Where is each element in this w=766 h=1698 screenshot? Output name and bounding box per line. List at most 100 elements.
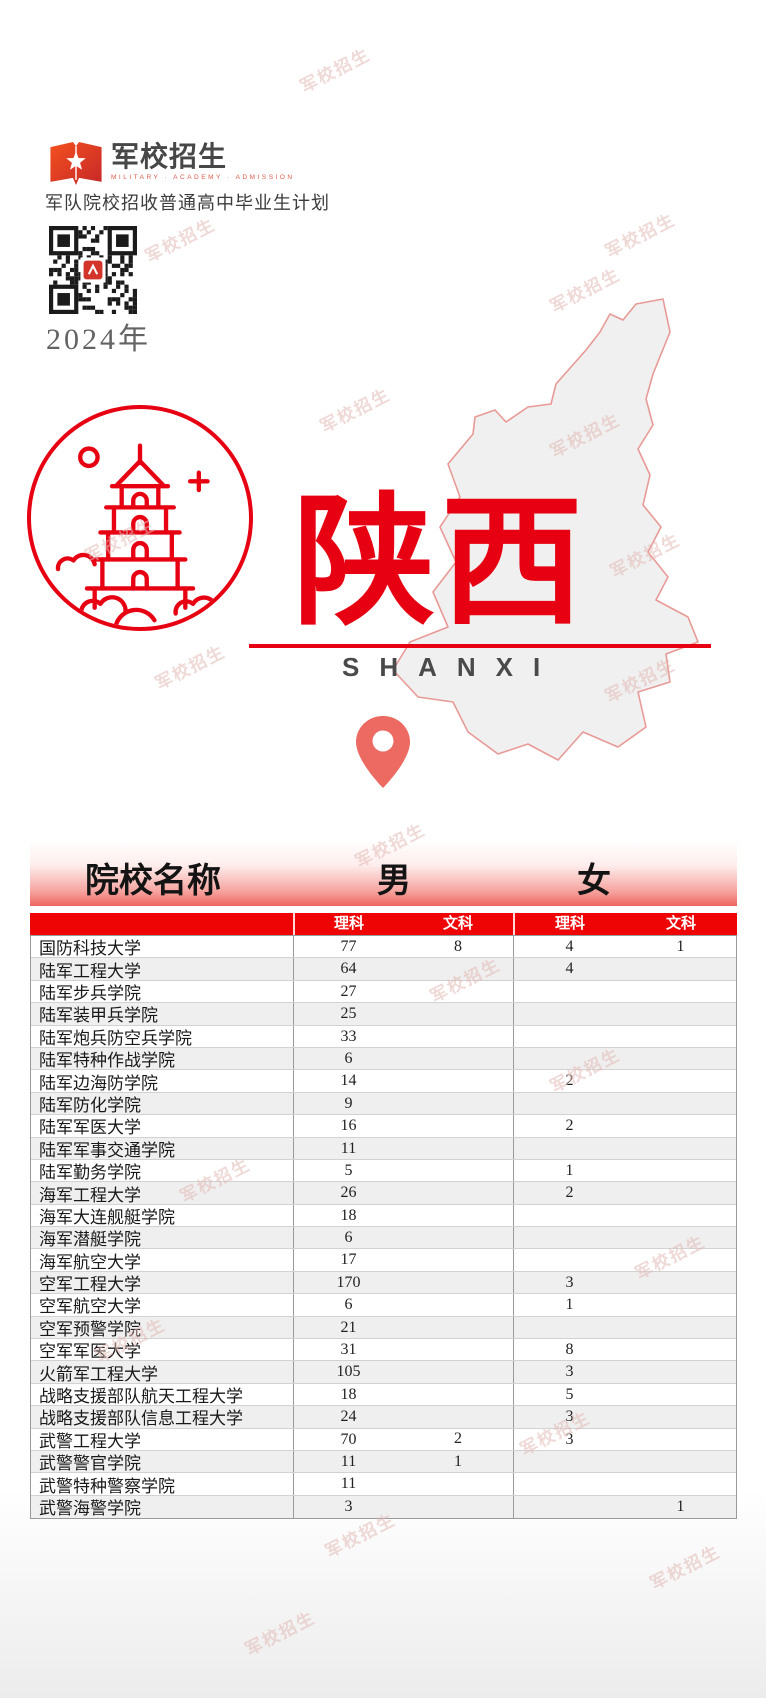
school-name-cell: 海军潜艇学院 [39,1230,141,1250]
female-science-cell [513,1473,625,1495]
col-school-header: 院校名称 [85,862,221,900]
table-row: 陆军军医大学 16 2 [31,1115,736,1138]
pagoda-icon [55,443,232,627]
table-row: 陆军装甲兵学院 25 [31,1003,736,1026]
female-arts-cell: 1 [676,1497,685,1515]
female-science-cell: 5 [513,1383,625,1406]
female-science-cell [513,1249,625,1271]
school-name-cell: 空军预警学院 [39,1319,141,1339]
school-name-cell: 战略支援部队信息工程大学 [39,1409,243,1429]
table-row: 陆军勤务学院 5 1 [31,1159,736,1183]
school-name-cell: 武警工程大学 [39,1431,141,1451]
subcol-female-science: 理科 [513,913,625,935]
female-science-cell [513,980,625,1003]
location-pin-icon [356,716,410,788]
female-science-cell: 2 [513,1115,625,1137]
male-science-cell: 14 [293,1070,403,1092]
school-name-cell: 战略支援部队航天工程大学 [39,1387,243,1407]
divider-line [249,644,711,648]
table-row: 空军预警学院 21 [31,1316,736,1340]
school-name-cell: 武警警官学院 [39,1454,141,1474]
province-latin: SHANXI [342,652,561,682]
female-science-cell [513,1450,625,1473]
male-science-cell: 25 [293,1003,403,1025]
school-name-cell: 陆军勤务学院 [39,1163,141,1183]
female-science-cell [513,1047,625,1070]
table-row: 武警工程大学 70 2 3 [31,1428,736,1451]
male-science-cell: 11 [293,1450,403,1473]
school-name-cell: 海军工程大学 [39,1185,141,1205]
table-row: 火箭军工程大学 105 3 [31,1361,736,1384]
col-female-header: 女 [577,862,611,900]
table-row: 战略支援部队航天工程大学 18 5 [31,1383,736,1407]
school-name-cell: 陆军工程大学 [39,961,141,981]
pagoda-badge [27,405,253,631]
male-science-cell: 21 [293,1316,403,1339]
male-science-cell: 6 [293,1294,403,1316]
brand-title: 军校招生 [111,141,228,172]
female-science-cell: 4 [513,936,625,958]
school-name-cell: 国防科技大学 [39,939,141,959]
subcol-female-arts: 文科 [665,916,696,932]
school-name-cell: 武警特种警察学院 [39,1476,175,1496]
female-science-cell [513,1316,625,1339]
male-science-cell: 18 [293,1383,403,1406]
male-science-cell: 6 [293,1227,403,1249]
female-science-cell [513,1227,625,1249]
table-row: 陆军步兵学院 27 [31,980,736,1004]
province-title: 陕西 [293,484,589,642]
brand-text: 军校招生 MILITARY · ACADEMY · ADMISSION [111,141,295,181]
flag-star-logo-icon [50,142,102,185]
table-row: 海军工程大学 26 2 [31,1182,736,1205]
cloud-icon [55,552,97,572]
school-name-cell: 空军航空大学 [39,1297,141,1317]
school-name-cell: 陆军装甲兵学院 [39,1006,158,1026]
table-row: 陆军特种作战学院 6 [31,1047,736,1071]
school-name-cell: 陆军军医大学 [39,1118,141,1138]
male-science-cell: 5 [293,1159,403,1182]
brand-header: 军校招生 MILITARY · ACADEMY · ADMISSION [48,141,295,186]
school-name-cell: 火箭军工程大学 [39,1364,158,1384]
female-science-cell: 3 [513,1428,625,1450]
female-science-cell [513,1003,625,1025]
table-row: 国防科技大学 77 8 4 1 [31,936,736,959]
subcol-male-science: 理科 [293,913,403,935]
female-science-cell [513,1137,625,1159]
cloud-icon [78,595,128,614]
male-science-cell: 17 [293,1249,403,1271]
school-name-cell: 空军工程大学 [39,1275,141,1295]
male-science-cell: 170 [293,1271,403,1294]
male-arts-cell: 1 [454,1452,462,1470]
school-name-cell: 陆军炮兵防空兵学院 [39,1028,192,1048]
male-science-cell: 11 [293,1137,403,1159]
male-science-cell: 70 [293,1428,403,1450]
male-science-cell: 16 [293,1115,403,1137]
female-science-cell: 2 [513,1182,625,1204]
table-row: 海军航空大学 17 [31,1249,736,1272]
male-science-cell: 3 [293,1495,403,1519]
male-science-cell: 64 [293,958,403,980]
table-row: 空军工程大学 170 3 [31,1271,736,1295]
bottom-fade [0,1488,766,1698]
table-row: 海军大连舰艇学院 18 [31,1204,736,1228]
school-name-cell: 武警海警学院 [39,1499,141,1519]
female-science-cell [513,1204,625,1227]
male-science-cell: 9 [293,1092,403,1115]
qr-code [49,226,137,314]
male-science-cell: 27 [293,980,403,1003]
subcol-male-arts: 文科 [442,916,473,932]
male-science-cell: 18 [293,1204,403,1227]
female-science-cell [513,1092,625,1115]
male-science-cell: 24 [293,1406,403,1428]
table-row: 陆军边海防学院 14 2 [31,1070,736,1093]
male-science-cell: 6 [293,1047,403,1070]
male-arts-cell: 8 [454,937,462,955]
table-row: 陆军炮兵防空兵学院 33 [31,1025,736,1048]
qr-center-logo [80,257,106,283]
table-row: 武警海警学院 3 1 [31,1495,736,1519]
female-science-cell: 3 [513,1271,625,1294]
school-name-cell: 陆军特种作战学院 [39,1051,175,1071]
male-arts-cell: 2 [454,1430,462,1448]
school-name-cell: 陆军防化学院 [39,1095,141,1115]
male-science-cell: 105 [293,1361,403,1383]
